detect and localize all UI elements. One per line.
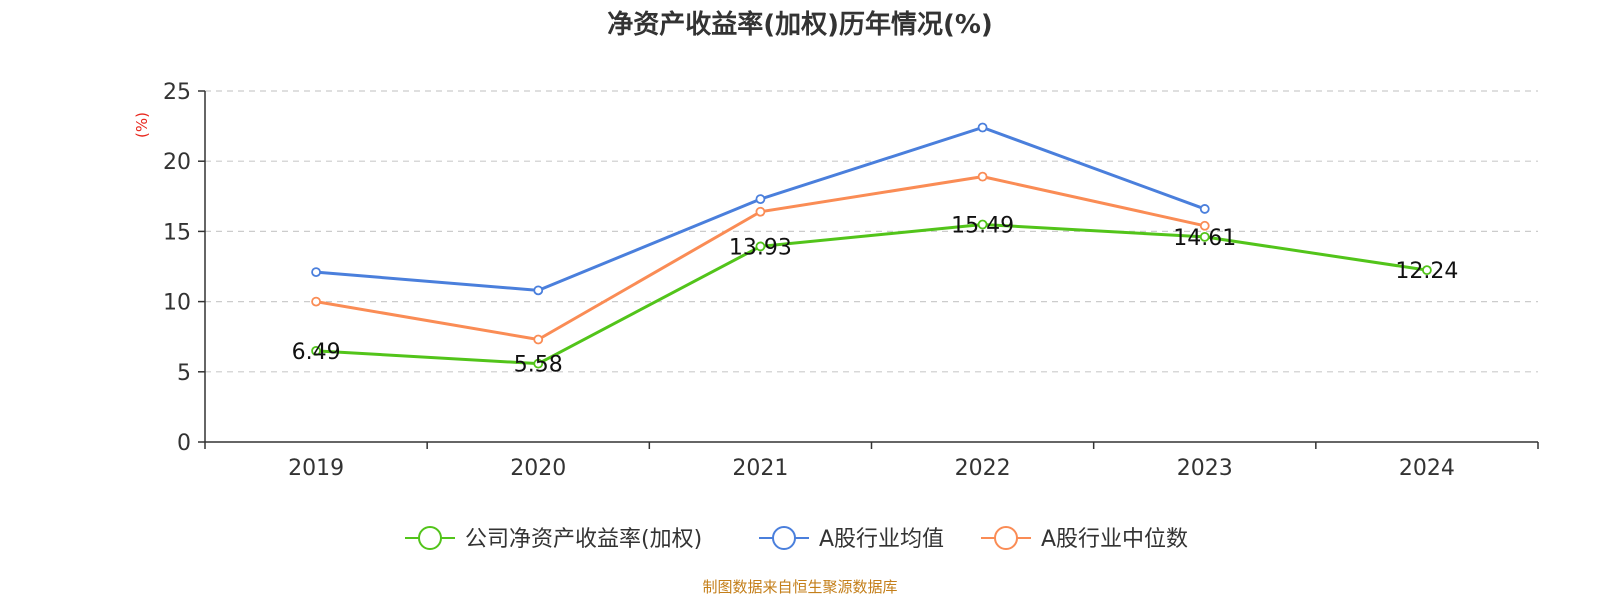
y-tick-label: 10: [163, 291, 191, 316]
data-label: 12.24: [1395, 259, 1458, 284]
series-group: [311, 122, 1210, 296]
legend-label: A股行业中位数: [1041, 527, 1188, 552]
data-label: 5.58: [514, 353, 563, 378]
data-point: [311, 345, 321, 356]
data-label: 14.61: [1173, 226, 1236, 251]
y-tick-label: 5: [177, 361, 191, 386]
data-point: [755, 194, 766, 205]
data-point: [977, 171, 988, 182]
legend-marker: [994, 526, 1018, 550]
data-point: [311, 267, 321, 278]
data-point: [1422, 265, 1432, 276]
y-tick-label: 25: [163, 80, 191, 105]
data-point: [533, 334, 544, 345]
data-point: [755, 241, 766, 252]
x-tick-label: 2020: [510, 456, 566, 481]
legend-item: A股行业均值: [759, 526, 944, 552]
x-tick-label: 2023: [1177, 456, 1233, 481]
x-tick-label: 2024: [1399, 456, 1455, 481]
y-tick-label: 15: [163, 220, 191, 245]
data-point: [1199, 220, 1210, 231]
series-group: [311, 171, 1210, 345]
legend-label: 公司净资产收益率(加权): [465, 527, 702, 552]
y-tick-label: 20: [163, 150, 191, 175]
series-group: [311, 219, 1432, 369]
legend: 公司净资产收益率(加权) A股行业均值 A股行业中位数: [405, 526, 1188, 552]
chart-title: 净资产收益率(加权)历年情况(%): [607, 9, 993, 40]
x-tick-label: 2022: [955, 456, 1011, 481]
grid-layer: [205, 90, 1538, 373]
data-point: [755, 206, 766, 217]
legend-item: 公司净资产收益率(加权): [405, 526, 702, 552]
y-tick-label: 0: [177, 431, 191, 456]
data-label-layer: 6.49 5.58 13.93 15.49 14.61 12.24: [292, 214, 1459, 378]
data-point: [533, 285, 544, 296]
data-point: [311, 296, 321, 307]
x-tick-label: 2021: [732, 456, 788, 481]
legend-marker: [418, 526, 442, 550]
legend-marker: [772, 526, 796, 550]
series-layer: [311, 122, 1432, 369]
data-label: 15.49: [951, 214, 1014, 239]
data-point: [977, 122, 988, 133]
legend-item: A股行业中位数: [981, 526, 1188, 552]
data-source-note: 制图数据来自恒生聚源数据库: [702, 578, 897, 596]
legend-label: A股行业均值: [819, 527, 944, 552]
x-tick-label: 2019: [288, 456, 344, 481]
data-point: [533, 358, 544, 369]
data-point: [977, 219, 988, 230]
data-point: [1199, 231, 1210, 242]
data-label: 6.49: [292, 340, 341, 365]
data-label: 13.93: [729, 235, 792, 260]
data-point: [1199, 204, 1210, 214]
y-axis-unit-label: (%): [133, 112, 151, 138]
axis-layer: 0 5 10 15 20 25 2019 2020 2021 2022 2023 2024: [163, 80, 1539, 481]
series-line: [315, 223, 1428, 366]
